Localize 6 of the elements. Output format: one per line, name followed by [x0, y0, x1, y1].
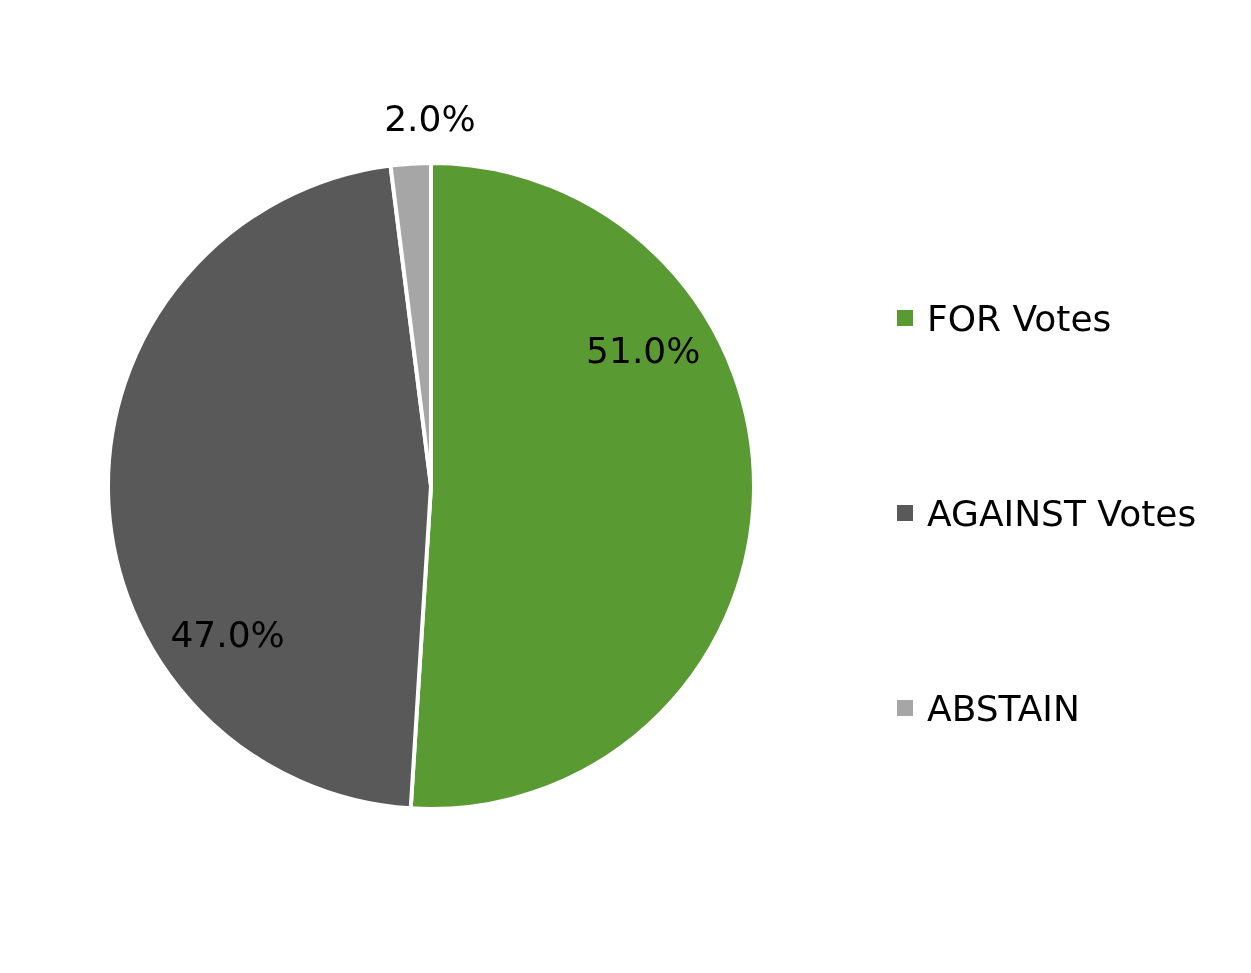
legend-label: FOR Votes — [927, 297, 1112, 339]
data-label: 47.0% — [170, 614, 285, 656]
legend-label: ABSTAIN — [927, 687, 1080, 729]
data-label: 2.0% — [384, 97, 476, 139]
legend-label: AGAINST Votes — [927, 492, 1197, 534]
data-label: 51.0% — [586, 329, 701, 371]
